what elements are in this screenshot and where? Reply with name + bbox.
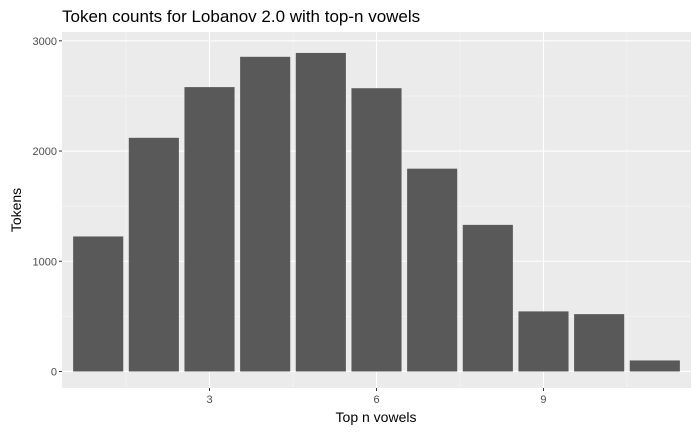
bars bbox=[73, 52, 680, 372]
bar-6 bbox=[351, 88, 402, 372]
bar-9 bbox=[518, 311, 569, 372]
bar-2 bbox=[128, 137, 179, 372]
y-tick-label: 3000 bbox=[33, 36, 57, 48]
bar-8 bbox=[462, 224, 513, 372]
y-tick-label: 2000 bbox=[33, 146, 57, 158]
chart-title: Token counts for Lobanov 2.0 with top-n … bbox=[62, 7, 420, 26]
bar-10 bbox=[574, 314, 625, 372]
bar-3 bbox=[184, 87, 235, 372]
bar-5 bbox=[295, 52, 346, 372]
x-tick-label: 6 bbox=[373, 394, 379, 406]
bar-7 bbox=[407, 168, 458, 372]
y-tick-label: 1000 bbox=[33, 256, 57, 268]
x-tick-label: 9 bbox=[540, 394, 546, 406]
y-tick-label: 0 bbox=[51, 366, 57, 378]
y-axis: 0 1000 2000 3000 bbox=[33, 36, 62, 378]
x-axis: 3 6 9 bbox=[206, 388, 547, 406]
bar-1 bbox=[73, 236, 124, 372]
x-tick-label: 3 bbox=[206, 394, 212, 406]
bar-4 bbox=[240, 56, 291, 372]
x-axis-title: Top n vowels bbox=[336, 409, 417, 425]
bar-11 bbox=[629, 360, 680, 372]
y-axis-title: Tokens bbox=[8, 188, 24, 232]
